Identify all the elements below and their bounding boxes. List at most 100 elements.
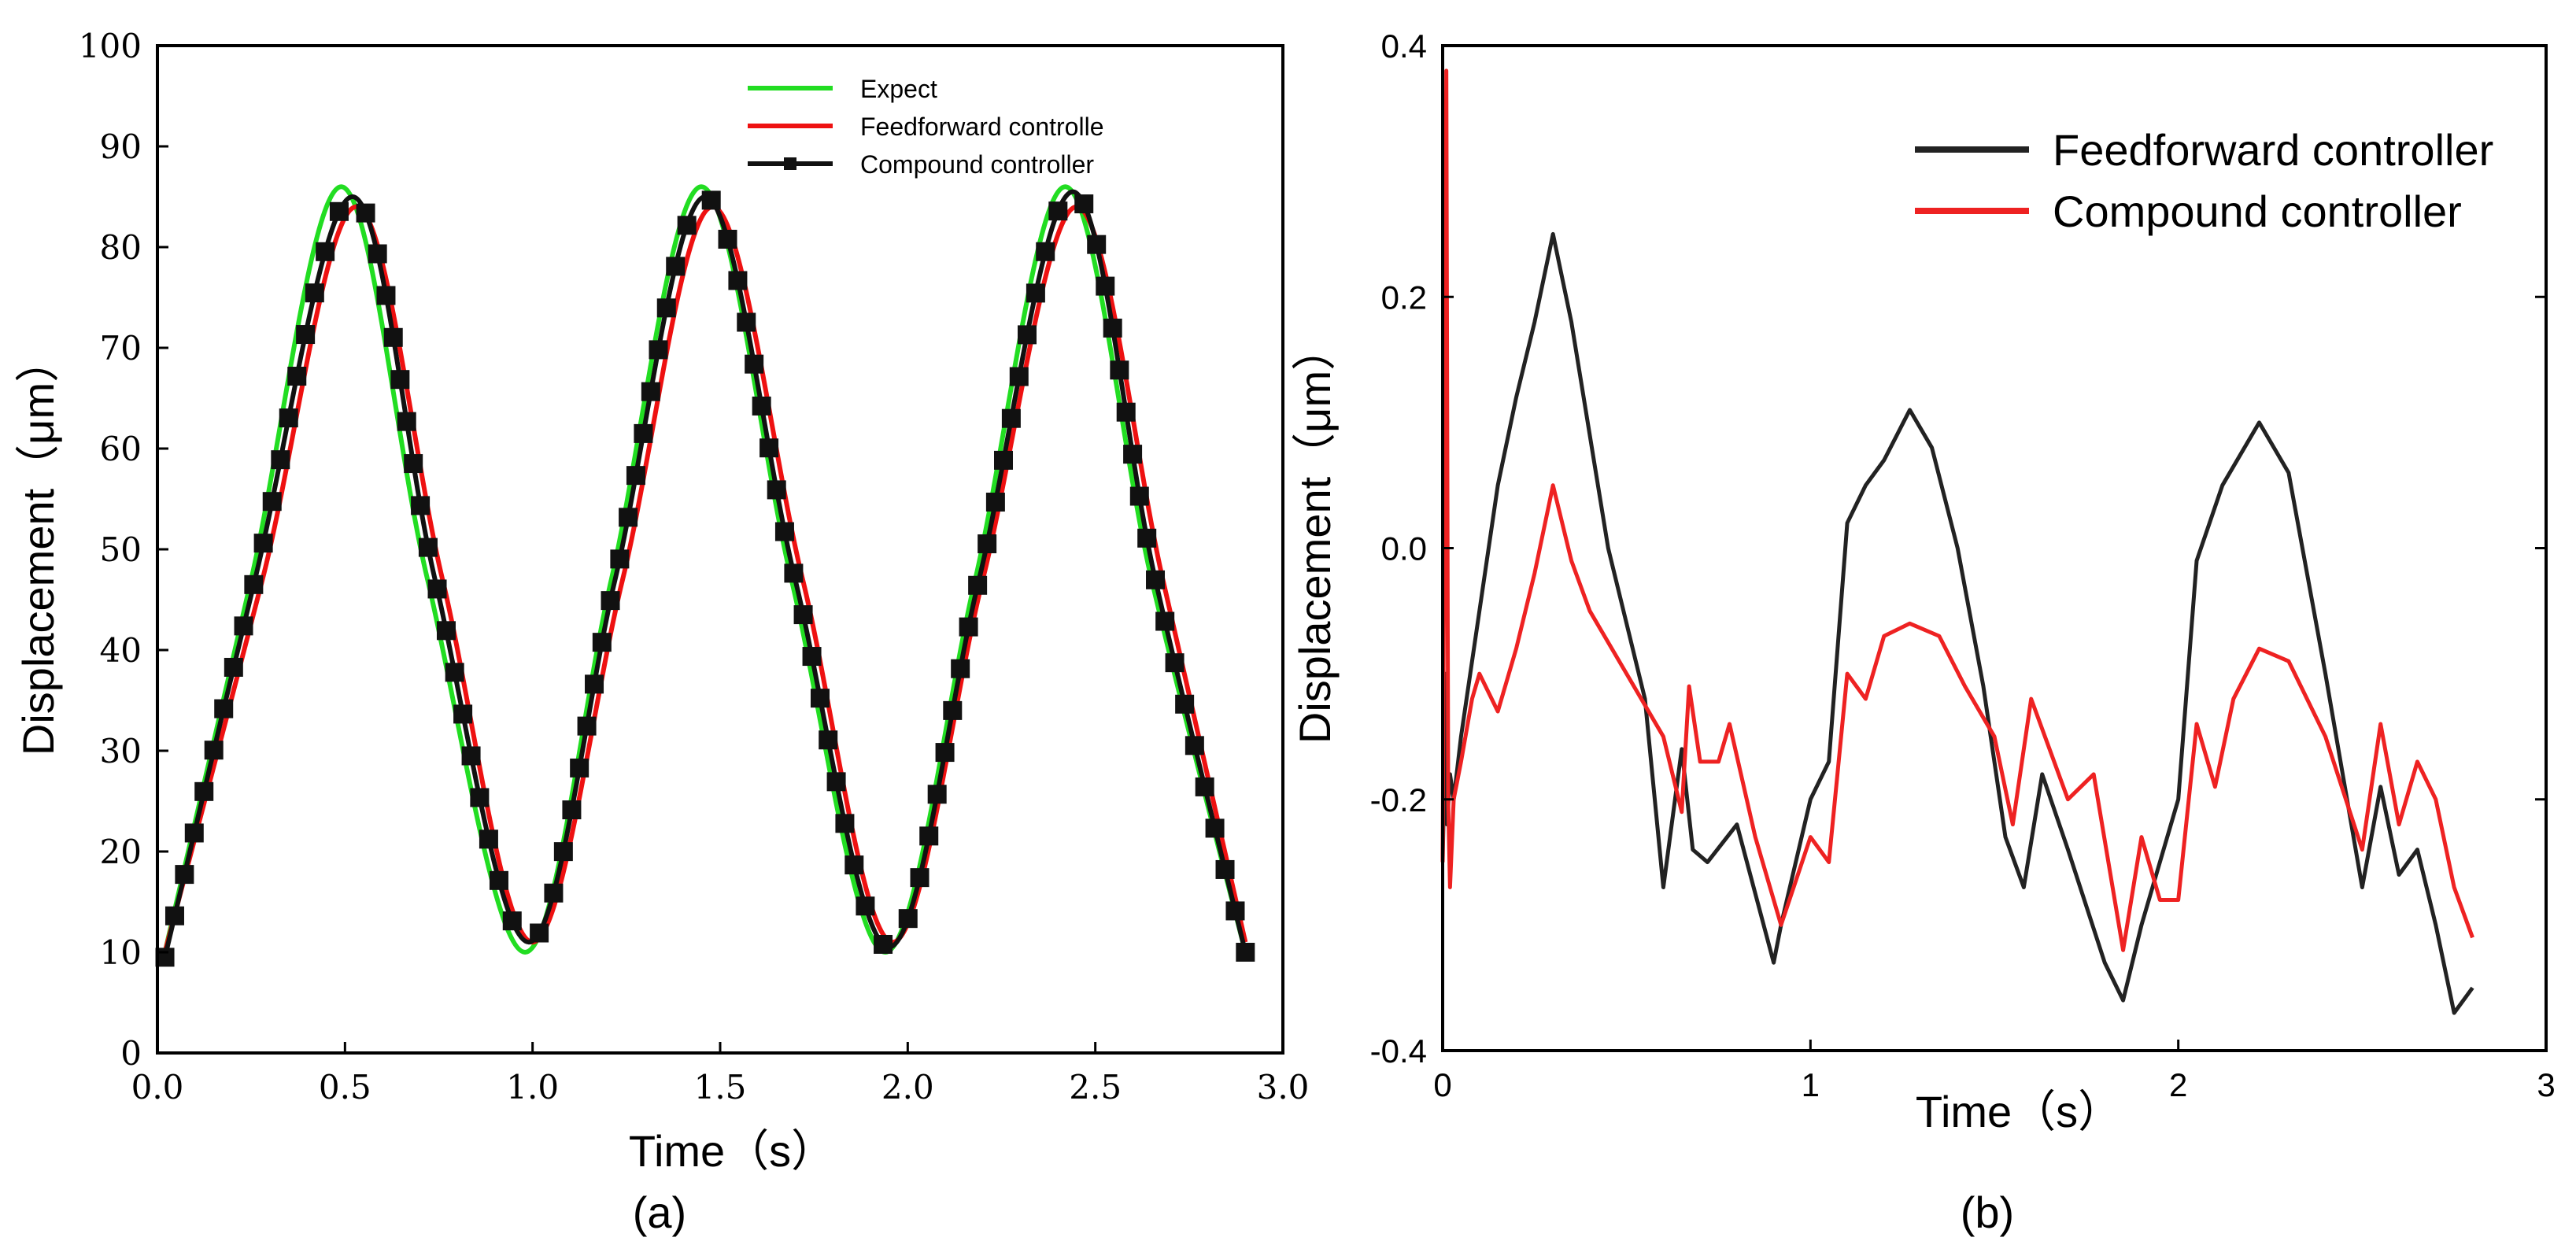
- series-marker: [649, 340, 668, 360]
- series-marker: [641, 382, 660, 401]
- series-marker: [752, 396, 771, 416]
- series-marker: [262, 492, 282, 512]
- y-tick-label: 0.4: [1381, 28, 1427, 65]
- series-marker: [626, 466, 645, 486]
- series-marker: [383, 327, 403, 347]
- panel-b-x-axis-label: Time（s）: [1916, 1087, 2122, 1136]
- series-marker: [1137, 528, 1157, 548]
- series-marker: [1116, 402, 1136, 422]
- series-marker: [1146, 570, 1166, 589]
- series-marker: [356, 203, 375, 223]
- series-marker: [774, 522, 794, 541]
- panel-b-chart: 0 1 2 3 -0.4 -0.2 0.0 0.2 0.4 Time（s） (b) Displ…: [1290, 28, 2556, 1237]
- series-marker: [418, 537, 438, 557]
- series-marker: [1165, 653, 1185, 673]
- series-marker: [802, 647, 822, 667]
- x-tick-label: 2: [2169, 1066, 2187, 1103]
- legend-label: Feedforward controlle: [860, 113, 1103, 141]
- series-marker: [634, 423, 653, 443]
- series-marker: [1205, 818, 1225, 838]
- series-marker: [397, 412, 416, 431]
- series-marker: [728, 271, 748, 290]
- series-marker: [677, 216, 697, 235]
- series-marker: [1236, 943, 1255, 962]
- series-marker: [927, 785, 947, 804]
- series-marker: [994, 450, 1014, 470]
- series-marker: [234, 616, 253, 636]
- x-tick-label: 3.0: [1257, 1068, 1310, 1106]
- panel-b-y-ticks: -0.4 -0.2 0.0 0.2 0.4: [1370, 28, 2546, 1069]
- series-marker: [601, 591, 620, 611]
- x-tick-label: 2.5: [1069, 1068, 1122, 1106]
- series-marker: [844, 855, 864, 875]
- x-tick-label: 0.5: [319, 1068, 371, 1106]
- series-marker: [810, 689, 830, 708]
- series-marker: [445, 663, 464, 682]
- panel-b-y-axis-label: Displacement（μm）: [1290, 327, 1340, 744]
- series-marker: [943, 700, 963, 720]
- series-marker: [898, 909, 918, 929]
- series-marker: [194, 781, 214, 801]
- series-marker: [1096, 276, 1115, 296]
- series-marker: [745, 354, 764, 374]
- series-marker: [489, 870, 508, 890]
- series-marker: [935, 743, 955, 763]
- series-marker: [919, 826, 939, 846]
- panel-a-y-axis-label: Displacement（μm）: [13, 338, 63, 755]
- series-marker: [1074, 194, 1094, 214]
- y-tick-label: 0.2: [1381, 279, 1427, 316]
- series-marker: [759, 438, 779, 458]
- series-marker: [184, 823, 204, 843]
- series-marker: [968, 575, 988, 595]
- series-marker: [835, 814, 855, 833]
- series-marker: [1026, 283, 1045, 303]
- series-marker: [479, 829, 498, 849]
- series-line: [162, 184, 1248, 955]
- series-line: [1440, 68, 2474, 952]
- series-marker: [329, 201, 349, 221]
- series-marker: [305, 283, 324, 303]
- x-tick-label: 3: [2537, 1066, 2555, 1103]
- series-marker: [1215, 859, 1235, 879]
- y-tick-label: 70: [100, 329, 142, 368]
- series-marker: [767, 480, 786, 500]
- series-marker: [404, 454, 423, 474]
- series-marker: [1123, 445, 1143, 464]
- series-marker: [1195, 777, 1214, 796]
- series-marker: [376, 286, 396, 305]
- series-marker: [461, 746, 481, 766]
- series-marker: [1225, 901, 1245, 921]
- series-marker: [656, 298, 676, 318]
- series-marker: [530, 923, 549, 943]
- series-marker: [502, 911, 522, 931]
- x-tick-label: 2.0: [881, 1068, 934, 1106]
- series-marker: [279, 408, 298, 428]
- y-tick-label: 0: [120, 1034, 142, 1073]
- legend-label: Compound controller: [860, 150, 1094, 179]
- series-marker: [1185, 736, 1204, 755]
- series-marker: [666, 257, 686, 276]
- series-marker: [287, 367, 307, 386]
- series-marker: [1129, 486, 1149, 506]
- series-marker: [1155, 611, 1175, 631]
- y-tick-label: 10: [100, 933, 142, 972]
- series-marker: [296, 325, 316, 345]
- series-marker: [585, 674, 604, 694]
- x-tick-label: 0: [1433, 1066, 1451, 1103]
- legend-marker: [784, 157, 796, 170]
- series-marker: [214, 699, 234, 719]
- panel-b-legend: Feedforward controller Compound controlle…: [1915, 125, 2493, 236]
- series-marker: [562, 800, 582, 820]
- series-marker: [271, 450, 290, 470]
- series-marker: [244, 574, 264, 594]
- series-marker: [819, 730, 838, 750]
- series-marker: [316, 242, 335, 261]
- series-marker: [1110, 360, 1129, 380]
- series-line: [1440, 231, 2474, 1015]
- x-tick-label: 1: [1802, 1066, 1820, 1103]
- legend-label: Feedforward controller: [2053, 125, 2493, 175]
- series-marker: [1017, 325, 1037, 345]
- series-marker: [470, 788, 490, 807]
- series-marker: [204, 741, 224, 760]
- y-tick-label: -0.2: [1370, 781, 1427, 818]
